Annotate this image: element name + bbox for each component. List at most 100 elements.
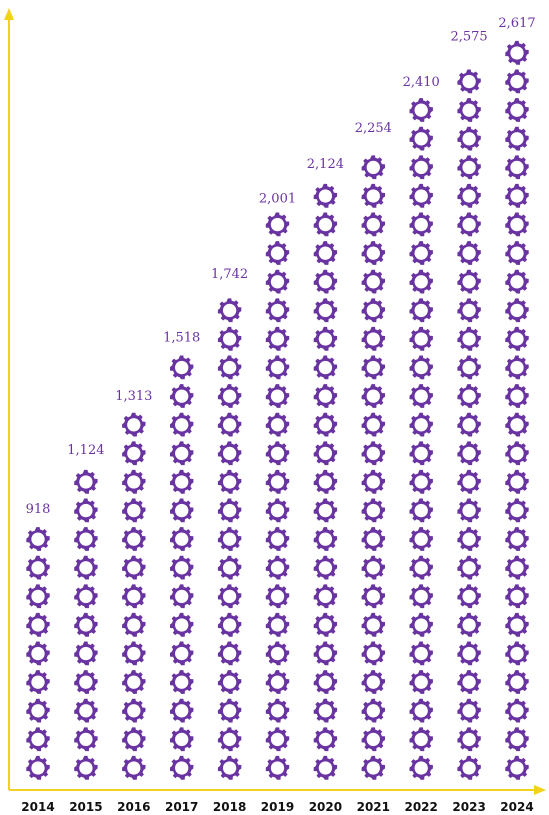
gear-icon xyxy=(457,498,481,523)
gear-icon xyxy=(26,555,50,580)
gear-icon xyxy=(361,555,385,580)
gear-icon xyxy=(409,155,433,180)
gear-icon xyxy=(409,527,433,551)
gear-icon xyxy=(74,670,98,694)
gear-icon xyxy=(265,384,290,408)
gear-icon xyxy=(505,40,529,65)
gear-icon xyxy=(217,670,242,694)
gear-icon xyxy=(505,241,529,265)
gear-icon xyxy=(313,584,338,609)
gear-icon xyxy=(409,727,433,752)
gear-icon xyxy=(457,98,481,122)
value-label: 2,124 xyxy=(307,157,344,172)
gear-icon xyxy=(26,527,50,551)
gear-icon xyxy=(457,269,481,294)
gear-icon xyxy=(122,555,146,580)
gear-icon xyxy=(409,641,433,666)
gear-icon xyxy=(409,298,433,323)
gear-icon xyxy=(170,584,194,609)
gear-icon xyxy=(505,355,529,380)
gear-icon xyxy=(122,670,146,694)
gear-icon xyxy=(361,155,385,180)
gear-icon xyxy=(74,498,98,523)
gear-icon xyxy=(170,498,194,523)
gear-icon xyxy=(74,641,98,666)
year-label: 2023 xyxy=(452,800,485,814)
column-2019: 2,001 2019 xyxy=(259,192,296,814)
value-label: 918 xyxy=(26,502,51,517)
gear-icon xyxy=(457,326,481,351)
value-label: 2,617 xyxy=(498,16,535,31)
gear-icon xyxy=(505,298,529,323)
gear-icon xyxy=(361,241,385,265)
gear-icon xyxy=(170,441,194,466)
gear-icon xyxy=(217,326,242,351)
gear-icon xyxy=(457,126,481,151)
gear-icon xyxy=(217,384,242,408)
gear-icon xyxy=(457,555,481,580)
gear-icon xyxy=(265,670,290,694)
gear-icon xyxy=(217,641,242,666)
gear-icon xyxy=(505,126,529,151)
gear-icon xyxy=(409,126,433,151)
gear-icon xyxy=(265,698,290,723)
gear-icon xyxy=(122,441,146,466)
gear-icon xyxy=(457,727,481,752)
gear-icon xyxy=(361,269,385,294)
column-2017: 1,518 2017 xyxy=(163,330,200,814)
gear-icon xyxy=(409,555,433,580)
value-label: 2,410 xyxy=(403,75,440,90)
gear-icon xyxy=(409,612,433,637)
gear-icon xyxy=(26,584,50,609)
year-label: 2017 xyxy=(165,800,198,814)
gear-icon xyxy=(313,298,338,323)
gear-icon xyxy=(122,755,146,780)
gear-icon xyxy=(265,412,290,437)
gear-icon xyxy=(74,527,98,551)
gear-icon xyxy=(409,183,433,208)
gear-icon xyxy=(217,298,242,323)
gear-icon xyxy=(457,412,481,437)
gear-icon xyxy=(505,670,529,694)
gear-icon xyxy=(505,469,529,494)
gear-icon xyxy=(313,527,338,551)
gear-icon xyxy=(122,498,146,523)
gear-icon xyxy=(361,727,385,752)
gear-icon xyxy=(361,326,385,351)
gear-icon xyxy=(457,183,481,208)
gear-icon xyxy=(217,469,242,494)
gear-icon xyxy=(26,727,50,752)
gear-icon xyxy=(265,641,290,666)
year-label: 2019 xyxy=(261,800,294,814)
gear-icon xyxy=(74,555,98,580)
gear-icon xyxy=(170,527,194,551)
gear-icon xyxy=(505,98,529,122)
gear-icon xyxy=(457,641,481,666)
gear-icon xyxy=(457,355,481,380)
gear-icon xyxy=(505,326,529,351)
gear-icon xyxy=(313,355,338,380)
gear-icon xyxy=(361,498,385,523)
gear-icon xyxy=(265,469,290,494)
value-label: 2,575 xyxy=(450,30,487,45)
gear-icon xyxy=(217,441,242,466)
gear-icon xyxy=(26,612,50,637)
gear-icon xyxy=(505,212,529,237)
gear-icon xyxy=(170,755,194,780)
column-2016: 1,313 2016 xyxy=(115,389,152,814)
value-label: 2,254 xyxy=(355,121,392,136)
column-2021: 2,254 2021 xyxy=(355,121,392,814)
gear-icon xyxy=(409,241,433,265)
y-axis-arrow xyxy=(4,8,14,20)
gear-icon xyxy=(409,326,433,351)
gear-icon xyxy=(170,412,194,437)
gear-icon xyxy=(26,755,50,780)
gear-icon xyxy=(409,755,433,780)
gear-icon xyxy=(505,384,529,408)
gear-icon xyxy=(74,612,98,637)
gear-icon xyxy=(361,412,385,437)
gear-icon xyxy=(265,498,290,523)
gear-icon xyxy=(409,212,433,237)
gear-icon xyxy=(505,641,529,666)
gear-icon xyxy=(122,727,146,752)
